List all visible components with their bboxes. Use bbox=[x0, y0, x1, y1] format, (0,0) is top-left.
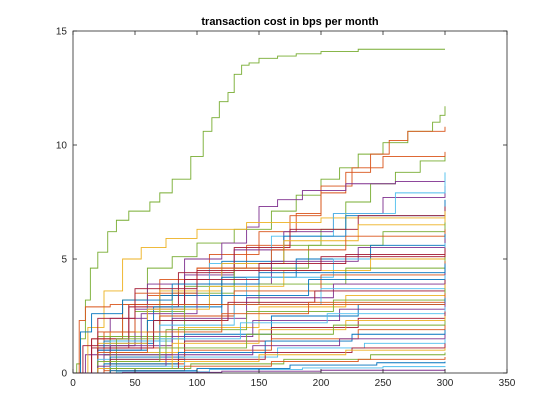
y-tick-label-10: 10 bbox=[56, 141, 68, 152]
series-line-43 bbox=[73, 361, 446, 374]
y-tick-label-5: 5 bbox=[61, 255, 67, 266]
chart-title: transaction cost in bps per month bbox=[201, 16, 379, 28]
series-line-10 bbox=[73, 199, 446, 374]
axes-frame bbox=[72, 30, 508, 374]
x-tick-label-100: 100 bbox=[189, 378, 206, 389]
series-line-34 bbox=[73, 320, 446, 374]
y-tick-label-0: 0 bbox=[61, 369, 67, 380]
y-tick-label-15: 15 bbox=[56, 27, 68, 38]
series-line-8 bbox=[73, 215, 446, 374]
x-tick-label-300: 300 bbox=[437, 378, 454, 389]
series-line-47 bbox=[73, 263, 446, 374]
plot-area bbox=[73, 31, 507, 373]
x-tick-label-0: 0 bbox=[70, 378, 76, 389]
series-line-39 bbox=[73, 343, 446, 374]
series-line-44 bbox=[73, 366, 446, 374]
series-line-42 bbox=[73, 357, 446, 374]
x-tick-label-200: 200 bbox=[313, 378, 330, 389]
series-line-41 bbox=[73, 352, 446, 374]
series-line-1 bbox=[73, 48, 445, 374]
x-tick-label-350: 350 bbox=[499, 378, 516, 389]
series-line-18 bbox=[73, 247, 446, 374]
x-tick-label-50: 50 bbox=[129, 378, 141, 389]
series-layer bbox=[73, 48, 446, 374]
x-tick-label-250: 250 bbox=[375, 378, 392, 389]
x-tick-label-150: 150 bbox=[251, 378, 268, 389]
series-line-30 bbox=[73, 302, 446, 374]
series-line-46 bbox=[73, 304, 445, 374]
axes-layer: 0 50 100 150 200 250 300 350 0 5 10 15 bbox=[56, 27, 516, 390]
series-line-48 bbox=[73, 249, 446, 374]
series-line-6 bbox=[73, 181, 445, 374]
series-line-40 bbox=[73, 347, 446, 374]
